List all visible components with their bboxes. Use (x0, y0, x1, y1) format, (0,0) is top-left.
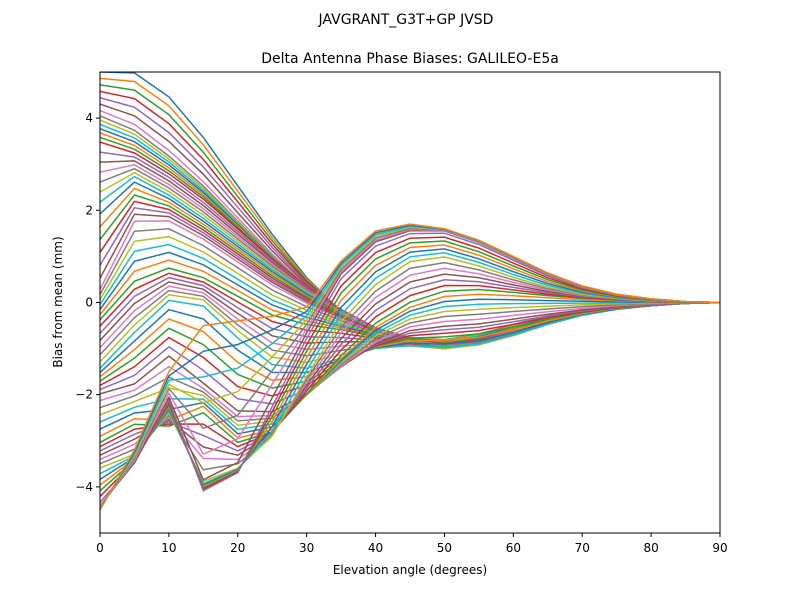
x-tick-label: 0 (96, 541, 104, 555)
x-tick-label: 30 (299, 541, 314, 555)
x-tick-label: 40 (368, 541, 383, 555)
series-line (100, 127, 720, 343)
x-tick-label: 10 (161, 541, 176, 555)
series-line (100, 301, 720, 422)
x-tick-label: 50 (437, 541, 452, 555)
series-line (100, 244, 720, 488)
plot-frame (99, 71, 721, 534)
series-line (100, 248, 720, 486)
series-line (100, 301, 720, 431)
x-tick-label: 20 (230, 541, 245, 555)
series-line (100, 200, 720, 348)
series-line (100, 223, 720, 511)
x-axis-label: Elevation angle (degrees) (333, 563, 487, 577)
y-tick-label: −4 (75, 480, 93, 494)
axis-ticks: 0 10 20 30 40 50 60 70 80 90 −4 −2 0 2 4 (75, 111, 727, 555)
y-tick-label: 4 (85, 111, 93, 125)
series-line (100, 301, 720, 405)
series-lines (100, 72, 720, 511)
chart-title: Delta Antenna Phase Biases: GALILEO-E5a (261, 51, 559, 67)
series-line (100, 301, 720, 426)
y-tick-label: 2 (85, 203, 93, 217)
series-line (100, 181, 720, 348)
x-tick-label: 60 (506, 541, 521, 555)
series-line (100, 301, 720, 418)
y-tick-label: 0 (85, 296, 93, 310)
series-line (100, 232, 720, 503)
x-tick-label: 80 (643, 541, 658, 555)
y-tick-label: −2 (75, 388, 93, 402)
x-tick-label: 90 (712, 541, 727, 555)
x-tick-label: 70 (575, 541, 590, 555)
series-line (100, 301, 720, 413)
chart-suptitle: JAVGRANT_G3T+GP JVSD (318, 12, 494, 28)
series-line (100, 288, 720, 444)
y-axis-label: Bias from mean (mm) (51, 236, 65, 367)
series-line (100, 284, 720, 448)
